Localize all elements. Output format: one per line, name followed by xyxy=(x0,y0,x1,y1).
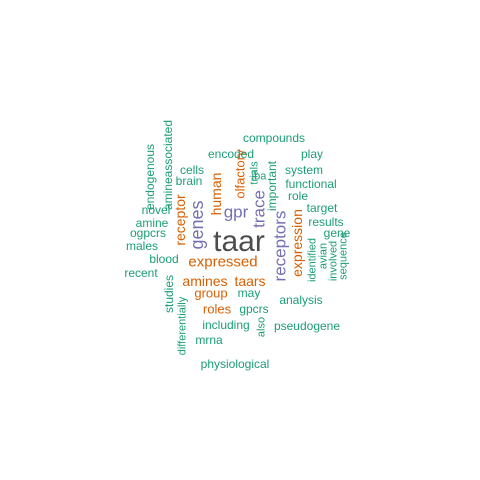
word-taar: taar xyxy=(213,225,265,258)
word-amines: amines xyxy=(182,273,228,289)
word-play: play xyxy=(300,147,324,161)
word-males: males xyxy=(125,239,159,253)
word-analysis: analysis xyxy=(279,293,323,307)
word-recent: recent xyxy=(124,266,158,280)
word-genes: genes xyxy=(187,200,207,250)
word-functional: functional xyxy=(285,177,337,191)
word-novel: novel xyxy=(141,203,171,217)
word-differentially: differentially xyxy=(176,296,189,356)
word-including: including xyxy=(202,318,250,332)
word-blood: blood xyxy=(149,252,179,266)
word-may: may xyxy=(237,286,261,300)
word-expression: expression xyxy=(289,209,305,277)
word-compounds: compounds xyxy=(242,131,306,145)
word-studies: studies xyxy=(162,274,176,314)
word-amineassociated: amineassociated xyxy=(161,119,175,211)
word-results: results xyxy=(308,215,344,229)
word-pseudogene: pseudogene xyxy=(273,319,341,333)
word-receptor: receptor xyxy=(172,194,188,246)
word-roles: roles xyxy=(202,301,232,317)
word-gpr: gpr xyxy=(223,202,249,222)
word-also: also xyxy=(255,316,268,338)
word-endogenous: endogenous xyxy=(143,143,157,211)
word-cells: cells xyxy=(179,163,205,177)
word-ogpcrs: ogpcrs xyxy=(129,226,167,240)
word-target: target xyxy=(306,201,338,215)
word-iba: iba xyxy=(251,170,267,183)
word-important: important xyxy=(265,160,279,212)
word-gene: gene xyxy=(323,226,351,240)
word-group: group xyxy=(194,285,228,301)
word-system: system xyxy=(284,163,324,177)
word-receptors: receptors xyxy=(270,210,290,282)
word-sequence: sequence xyxy=(337,232,350,280)
word-physiological: physiological xyxy=(200,357,270,371)
word-mrna: mrna xyxy=(195,333,223,347)
word-gpcrs: gpcrs xyxy=(239,302,269,316)
word-role: role xyxy=(287,189,309,203)
word-amine: amine xyxy=(135,216,169,230)
word-encoded: encoded xyxy=(207,147,255,161)
word-taars: taars xyxy=(234,273,266,289)
word-expressed: expressed xyxy=(188,253,258,271)
word-brain: brain xyxy=(175,174,203,188)
word-human: human xyxy=(208,172,224,216)
